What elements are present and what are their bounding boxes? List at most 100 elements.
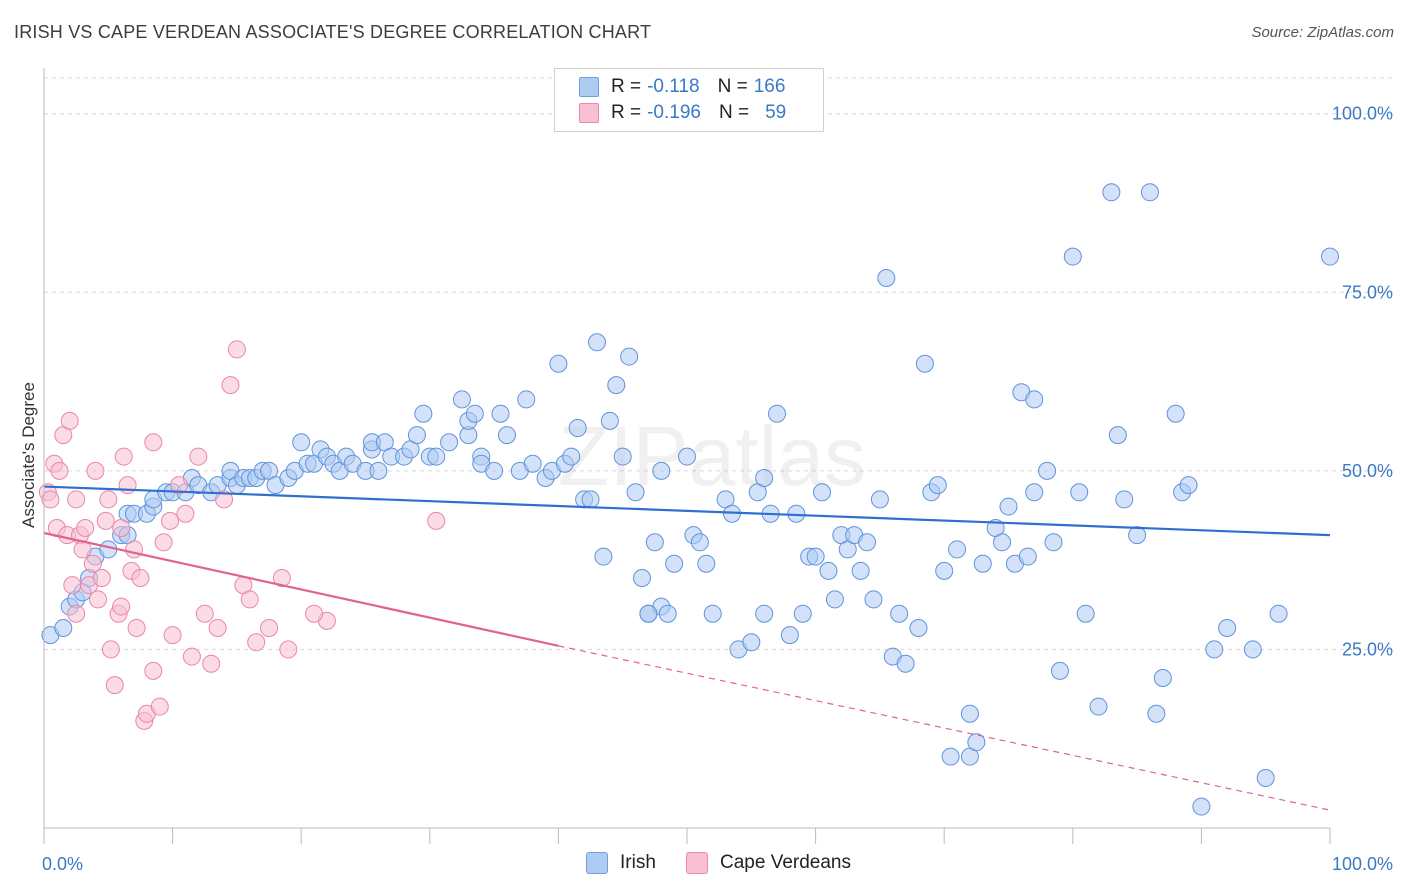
irish-point xyxy=(1147,704,1166,723)
irish-point xyxy=(594,547,613,566)
irish-point xyxy=(440,433,459,452)
cape-verdean-point xyxy=(114,447,133,466)
cape-verdean-point xyxy=(144,661,163,680)
irish-point xyxy=(665,554,684,573)
irish-point xyxy=(1050,661,1069,680)
cape-verdean-point xyxy=(118,476,137,495)
irish-point xyxy=(967,733,986,752)
x-tick-label: 0.0% xyxy=(42,854,83,874)
irish-point xyxy=(870,490,889,509)
cape-verdean-point xyxy=(92,569,111,587)
irish-point xyxy=(645,533,664,552)
cape-verdean-point xyxy=(195,604,214,623)
y-tick-label: 25.0% xyxy=(1342,639,1393,659)
irish-point xyxy=(568,419,587,437)
legend-swatch-irish xyxy=(586,852,608,874)
irish-point xyxy=(755,604,774,623)
legend-row-cape-verdeans: R = -0.196 N = 59 xyxy=(579,100,786,126)
cape-verdean-point xyxy=(176,504,195,523)
irish-point xyxy=(941,747,960,766)
trend-lines xyxy=(43,485,1331,811)
irish-point xyxy=(825,590,844,609)
irish-point xyxy=(491,404,510,423)
cape-verdean-point xyxy=(127,619,146,637)
irish-point xyxy=(755,469,774,487)
irish-point xyxy=(632,569,651,587)
series-legend: Irish Cape Verdeans xyxy=(0,852,1406,878)
cape-verdean-point xyxy=(144,433,163,452)
cape-verdean-trend-line xyxy=(43,531,559,647)
irish-point xyxy=(1218,619,1237,637)
grid-lines xyxy=(44,77,1392,650)
legend-n-value: 166 xyxy=(753,76,786,97)
cape-verdean-point xyxy=(67,604,86,623)
irish-point xyxy=(703,604,722,623)
legend-item-irish[interactable]: Irish xyxy=(586,852,656,874)
cape-verdean-point xyxy=(131,569,150,587)
cape-verdean-point xyxy=(125,540,144,559)
irish-point xyxy=(639,604,658,623)
axes xyxy=(43,68,1331,844)
legend-row-irish: R = -0.118 N = 166 xyxy=(579,74,785,100)
irish-point xyxy=(813,483,832,502)
irish-point xyxy=(1044,533,1063,552)
cape-verdean-point xyxy=(105,676,124,695)
cape-verdean-point xyxy=(96,511,115,530)
legend-swatch-cape-verdeans xyxy=(686,852,708,874)
irish-point xyxy=(620,347,639,366)
irish-point xyxy=(414,404,433,423)
irish-point xyxy=(793,604,812,623)
cape-verdean-point xyxy=(305,604,324,623)
cape-verdean-point xyxy=(221,376,240,395)
irish-point xyxy=(768,404,787,423)
irish-point xyxy=(678,447,696,466)
cape-verdean-point xyxy=(163,626,182,645)
irish-point xyxy=(806,547,825,566)
irish-point xyxy=(485,461,504,480)
irish-point xyxy=(427,447,446,466)
cape-verdean-trend-extension xyxy=(558,645,1331,811)
irish-point xyxy=(1102,183,1121,202)
legend-r-value: -0.196 xyxy=(647,102,701,123)
legend-r-value: -0.118 xyxy=(647,76,700,97)
legend-item-cape-verdeans[interactable]: Cape Verdeans xyxy=(686,852,851,874)
cape-verdean-point xyxy=(227,340,246,359)
irish-point xyxy=(626,483,645,502)
irish-point xyxy=(1256,769,1275,787)
irish-point xyxy=(742,633,761,652)
irish-point xyxy=(690,533,709,552)
irish-point xyxy=(600,411,619,430)
irish-point xyxy=(697,554,716,573)
source-credit: Source: ZipAtlas.com xyxy=(1251,24,1394,41)
y-tick-label: 100.0% xyxy=(1332,104,1393,124)
irish-point xyxy=(587,333,606,352)
irish-point xyxy=(54,619,73,637)
cape-verdean-point xyxy=(272,569,291,587)
y-axis-label: Associate's Degree xyxy=(19,382,38,528)
irish-point xyxy=(465,404,484,423)
irish-point xyxy=(497,426,516,445)
cape-verdean-point xyxy=(240,590,259,609)
irish-point xyxy=(928,476,947,495)
irish-point xyxy=(948,540,967,559)
legend-label-irish: Irish xyxy=(620,852,656,873)
irish-point xyxy=(999,497,1018,516)
irish-point xyxy=(407,426,426,445)
cape-verdean-point xyxy=(112,519,131,537)
irish-point xyxy=(1115,490,1134,509)
irish-point xyxy=(909,619,928,637)
cape-verdean-point xyxy=(50,461,69,480)
cape-verdean-point xyxy=(60,411,79,430)
cape-verdean-point xyxy=(247,633,266,652)
irish-point xyxy=(780,626,799,645)
irish-point xyxy=(1025,483,1044,502)
cape-verdean-point xyxy=(215,490,234,509)
legend-label-cape-verdeans: Cape Verdeans xyxy=(720,852,851,873)
cape-verdean-point xyxy=(89,590,108,609)
irish-point xyxy=(523,454,542,473)
irish-point xyxy=(819,561,838,580)
x-tick-labels: 0.0% 100.0% xyxy=(42,854,1393,874)
irish-point xyxy=(369,461,388,480)
irish-point xyxy=(915,354,934,373)
